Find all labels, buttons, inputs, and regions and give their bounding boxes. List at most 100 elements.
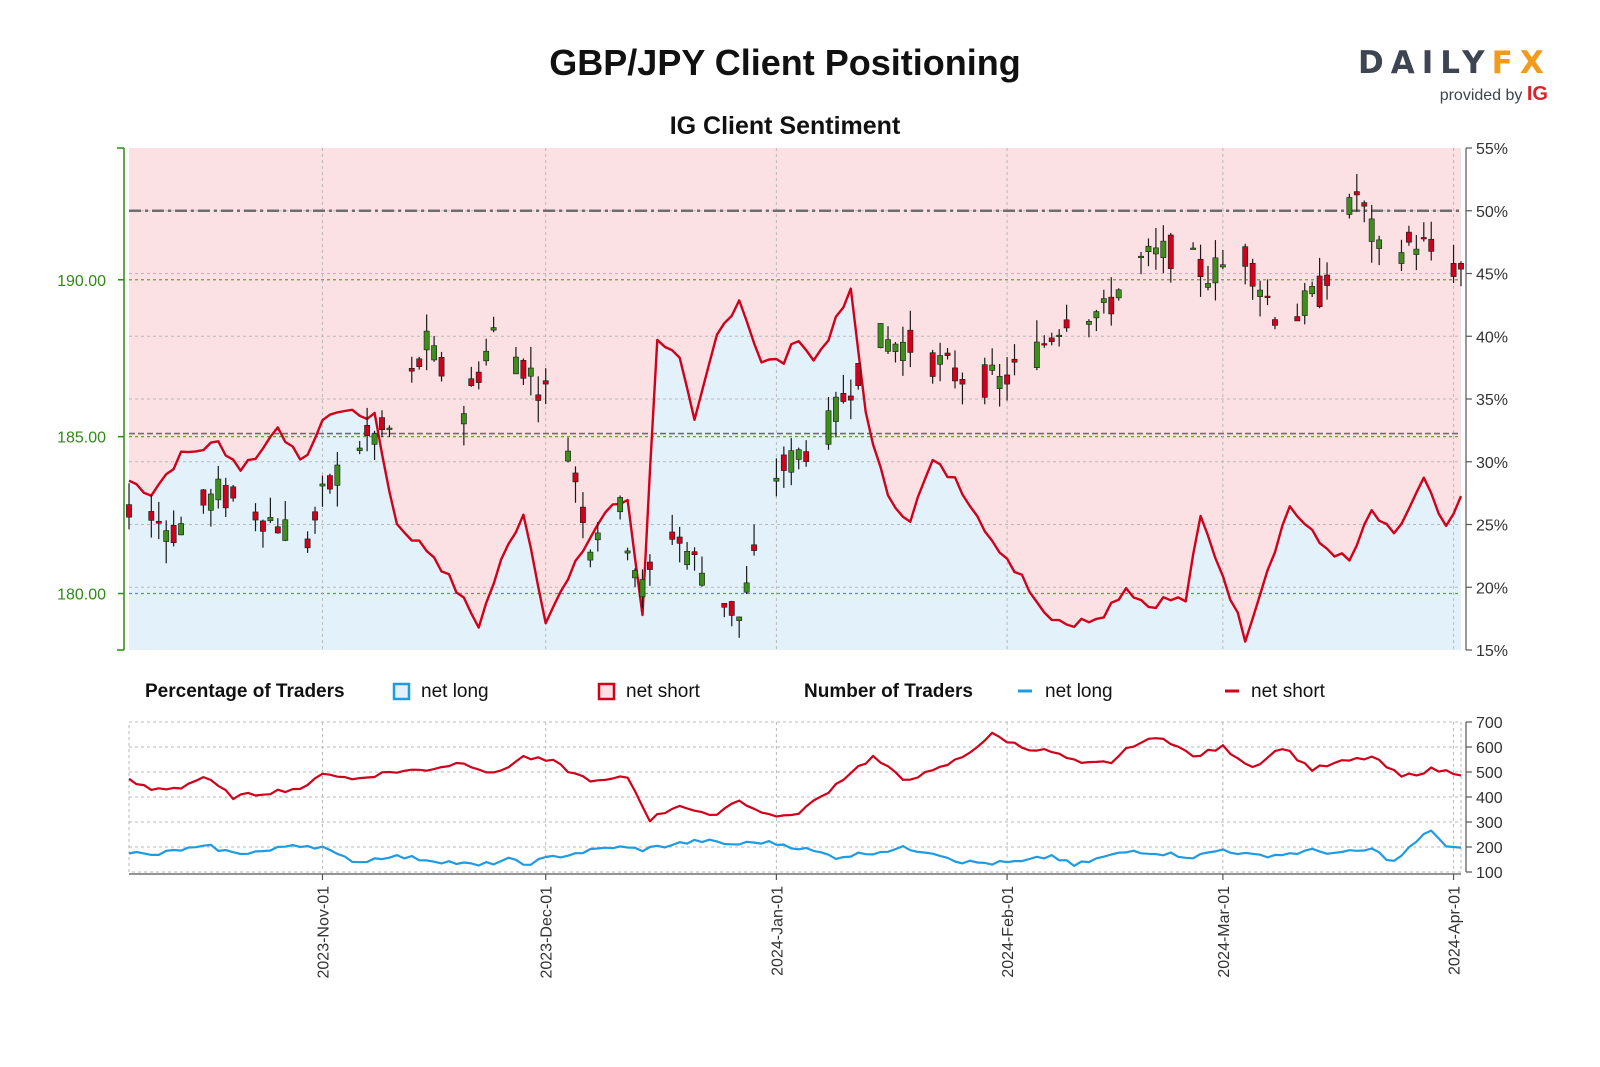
date-tick-label: 2023-Nov-01 <box>315 886 332 979</box>
candle-bear <box>959 379 966 385</box>
logo-provided-by: provided by IG <box>1358 83 1548 106</box>
candle-bear <box>1011 358 1018 363</box>
candle-bear <box>1420 237 1427 240</box>
candle-bull <box>371 433 378 445</box>
date-axis: 2023-Nov-01 2023-Dec-01 2024-Jan-01 2024-Fe… <box>129 873 1464 979</box>
candle-bear <box>1197 258 1204 278</box>
candle-bear <box>1324 274 1330 286</box>
pct-tick-label: 25% <box>1476 518 1508 535</box>
candle-bear <box>408 367 415 372</box>
candle-bull <box>386 427 393 430</box>
pct-tick-label: 55% <box>1476 141 1508 158</box>
candle-bear <box>542 380 549 385</box>
candle-bull <box>617 497 624 513</box>
logo-wordmark: DAILYFX <box>1358 45 1548 81</box>
candle-bear <box>1004 374 1010 385</box>
candle-bear <box>274 526 281 534</box>
candle-bull <box>699 572 705 586</box>
legend-pct-long-swatch <box>392 682 411 701</box>
count-tick-label: 400 <box>1476 790 1503 807</box>
chart-title: GBP/JPY Client Positioning <box>549 42 1021 83</box>
candle-bear <box>230 486 237 499</box>
candle-bull <box>795 449 802 460</box>
legend-pct-short: net short <box>626 681 701 702</box>
candle-bear <box>1353 191 1360 196</box>
candle-bull <box>825 410 832 445</box>
candle-bear <box>691 551 698 556</box>
count-tick-label: 200 <box>1476 840 1503 857</box>
top-panel-grid <box>129 148 1461 650</box>
candle-bear <box>155 520 162 524</box>
candle-bear <box>1041 343 1048 346</box>
candle-bull <box>1138 255 1144 259</box>
date-tick-label: 2023-Dec-01 <box>539 886 556 979</box>
candle-bear <box>907 329 914 353</box>
candle-bear <box>126 504 132 518</box>
candle-bull <box>1398 252 1405 264</box>
candle-bear <box>252 511 259 521</box>
net-long-area <box>129 288 1461 650</box>
count-tick-label: 100 <box>1476 865 1503 882</box>
legend-pct-short-swatch <box>597 682 616 701</box>
candle-bear <box>981 364 988 398</box>
top-panel-lines <box>128 287 1463 643</box>
pct-tick-label: 35% <box>1476 392 1508 409</box>
ig-logo: IG <box>1526 83 1548 105</box>
pct-tick-label: 30% <box>1476 455 1508 472</box>
candle-bull <box>1309 286 1316 295</box>
candle-bull <box>594 532 601 541</box>
candle-bull <box>773 477 780 482</box>
candle-bull <box>1115 289 1122 299</box>
candle-bull <box>1346 197 1353 215</box>
candle-bear <box>780 454 787 471</box>
candle-bull <box>624 550 631 554</box>
pct-tick-label: 40% <box>1476 329 1508 346</box>
price-tick-label: 180.00 <box>57 587 106 604</box>
candle-bull <box>527 367 534 377</box>
logo-provided-text: provided by <box>1439 87 1523 104</box>
candle-bull <box>885 339 891 352</box>
legend-num-short: net short <box>1251 681 1326 702</box>
candle-bull <box>490 327 497 331</box>
candle-bear <box>1458 263 1464 270</box>
count-tick-label: 500 <box>1476 765 1503 782</box>
candle-bull <box>736 616 743 621</box>
candle-bull <box>431 345 437 361</box>
net-long-count-line <box>128 829 1462 867</box>
price-candles <box>126 173 1464 638</box>
candle-bear <box>855 363 862 386</box>
candle-bull <box>483 350 490 362</box>
candle-bear <box>847 395 854 401</box>
candle-bear <box>475 371 482 383</box>
legend: Percentage of Traders net long net short… <box>145 681 1326 702</box>
candle-bull <box>334 464 341 486</box>
candle-bull <box>1145 245 1152 253</box>
candle-bear <box>327 475 333 490</box>
candle-bear <box>1428 238 1435 252</box>
candle-bear <box>1316 275 1323 308</box>
candle-bull <box>1205 283 1211 288</box>
logo-fx: FX <box>1491 45 1551 81</box>
candle-bull <box>892 343 899 352</box>
count-tick-label: 700 <box>1476 715 1503 732</box>
candle-bull <box>423 330 430 351</box>
price-tick-label: 185.00 <box>57 430 106 447</box>
candle-bull <box>460 413 467 425</box>
candle-bear <box>1063 319 1070 329</box>
count-tick-label: 300 <box>1476 815 1503 832</box>
candle-bull <box>1413 248 1420 255</box>
candle-bull <box>996 375 1003 389</box>
candle-bear <box>438 357 445 377</box>
candle-bull <box>877 323 884 349</box>
candle-bear <box>1108 296 1115 315</box>
candle-bull <box>1219 264 1226 268</box>
candle-bull <box>565 450 571 462</box>
candle-bear <box>646 561 653 570</box>
candle-bull <box>1033 341 1040 369</box>
logo-daily: DAILY <box>1358 45 1492 81</box>
candle-bull <box>788 450 795 473</box>
candle-bear <box>1294 316 1301 322</box>
candle-bear <box>200 489 207 506</box>
candle-bear <box>170 524 177 544</box>
